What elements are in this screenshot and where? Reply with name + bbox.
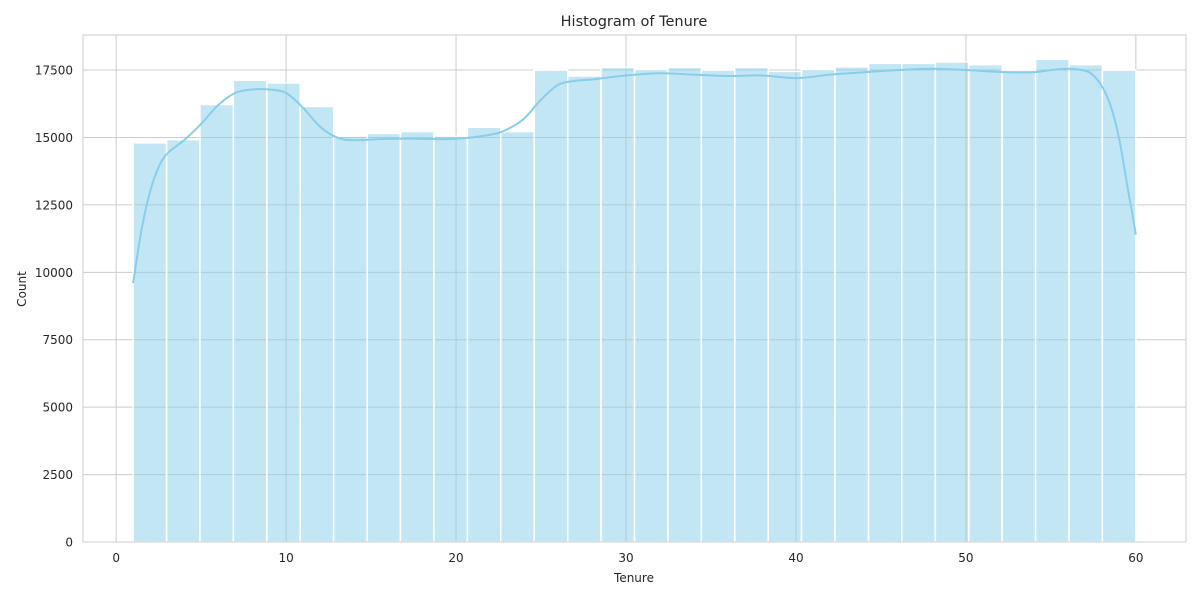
y-tick-labels: 0 2500 5000 7500 10000 12500 15000 17500 — [35, 64, 73, 550]
y-tick-label: 12500 — [35, 198, 73, 212]
histogram-bar — [433, 135, 469, 543]
histogram-bar — [934, 61, 970, 543]
chart-title: Histogram of Tenure — [561, 14, 708, 30]
y-tick-label: 5000 — [42, 401, 73, 415]
histogram-bar — [600, 66, 636, 543]
histogram-bar — [199, 103, 235, 543]
histogram-bar — [901, 62, 937, 543]
x-tick-label: 10 — [278, 551, 293, 565]
y-tick-label: 10000 — [35, 266, 73, 280]
y-tick-label: 15000 — [35, 131, 73, 145]
histogram-bar — [366, 132, 402, 543]
x-tick-labels: 0 10 20 30 40 50 60 — [112, 551, 1143, 565]
histogram-bar — [767, 70, 803, 543]
histogram-bar — [700, 69, 736, 543]
histogram-bar — [633, 68, 669, 543]
histogram-bar — [299, 105, 335, 543]
histogram-bar — [1001, 69, 1037, 543]
histogram-bar — [867, 62, 903, 543]
bar-layer — [132, 58, 1137, 543]
histogram-bar — [734, 66, 770, 543]
histogram-bar — [834, 66, 870, 543]
histogram-bar — [1101, 69, 1137, 543]
x-tick-label: 40 — [788, 551, 803, 565]
y-axis-label: Count — [15, 271, 29, 307]
y-tick-label: 0 — [65, 536, 73, 550]
histogram-bar — [968, 63, 1003, 543]
y-tick-label: 2500 — [42, 468, 73, 482]
histogram-bar — [466, 126, 502, 543]
histogram-bar — [499, 130, 535, 543]
x-tick-label: 20 — [448, 551, 463, 565]
histogram-bar — [533, 69, 569, 543]
histogram-bar — [566, 75, 602, 543]
histogram-bar — [266, 82, 301, 543]
x-axis-label: Tenure — [613, 571, 654, 585]
y-tick-label: 17500 — [35, 64, 73, 78]
x-tick-label: 30 — [618, 551, 633, 565]
histogram-bar — [232, 79, 268, 543]
axes-frame — [82, 34, 1187, 543]
histogram-bar — [132, 142, 168, 543]
histogram-bar — [399, 130, 435, 543]
histogram-bar — [667, 66, 703, 543]
histogram-bar — [1068, 63, 1104, 543]
x-tick-label: 0 — [112, 551, 120, 565]
y-tick-label: 7500 — [42, 333, 73, 347]
x-tick-label: 50 — [958, 551, 973, 565]
kde-curve — [132, 67, 1137, 284]
histogram-bar — [165, 138, 201, 543]
histogram-bar — [332, 135, 368, 543]
histogram-bar — [1034, 58, 1070, 543]
histogram-bar — [800, 68, 836, 543]
kde-layer — [132, 67, 1137, 284]
x-tick-label: 60 — [1128, 551, 1143, 565]
